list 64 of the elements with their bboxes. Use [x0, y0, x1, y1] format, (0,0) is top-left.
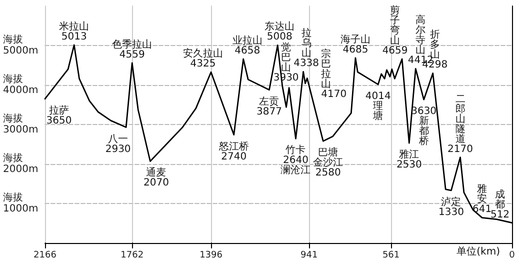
annotation: 宗巴拉山 [321, 48, 332, 90]
y-tick-label: 5000m [3, 46, 38, 56]
annotation: 剪子弯山 [390, 4, 400, 46]
annotation: 色季拉山 [112, 38, 152, 50]
y-tick-label: 3000m [3, 124, 38, 136]
annotation: 左贡 [259, 95, 280, 108]
x-tick-label: 1762 [120, 250, 144, 260]
annotation: 安久拉山 [183, 48, 224, 60]
annotation: 高尔寺山 [416, 14, 426, 56]
annotation: 怒江桥 [218, 140, 249, 152]
data-label: 641 [472, 204, 492, 216]
data-label: 4559 [119, 49, 145, 60]
y-axis-title: 海拔 [3, 192, 23, 204]
x-tick-label: 1396 [200, 250, 223, 260]
annotation: 理塘 [372, 100, 384, 122]
annotation: 通麦 [146, 166, 166, 179]
data-label: 2530 [396, 160, 422, 171]
data-label: 4685 [342, 44, 368, 56]
data-label: 512 [490, 209, 510, 220]
annotation: 觉巴山 [281, 41, 292, 74]
x-axis-title: 单位(km) [456, 246, 500, 258]
data-label: 2070 [143, 178, 169, 189]
y-tick-label: 2000m [3, 164, 38, 175]
annotation: 业拉山 [232, 34, 262, 47]
annotation: 泸定 [441, 196, 462, 208]
data-label: 2580 [315, 168, 341, 179]
data-label: 2930 [105, 144, 131, 155]
data-label: 4325 [190, 58, 216, 70]
data-label: 2170 [448, 144, 473, 155]
x-tick-label: 561 [382, 250, 400, 260]
data-label: 4338 [294, 58, 320, 70]
annotation: 竹卡 [286, 144, 306, 156]
y-tick-label: 4000m [3, 85, 38, 96]
annotation: 拉萨 [49, 104, 69, 116]
text: 海拔 [3, 34, 23, 46]
x-tick-label: 941 [300, 250, 318, 260]
annotation: 海子山 [340, 33, 370, 46]
text: 海拔 [3, 114, 23, 124]
data-label: 4170 [321, 88, 347, 100]
annotation: 拉乌山 [301, 27, 312, 60]
annotation: 新都桥 [418, 115, 429, 148]
text: 海拔 [3, 74, 23, 85]
annotation: 米拉山 [59, 20, 90, 32]
annotation: 澜沧江 [280, 164, 311, 176]
x-tick-label: 2166 [34, 250, 57, 260]
annotation: 金沙江 [313, 156, 344, 169]
text: 海拔 [3, 153, 23, 164]
annotation: 雅安 [477, 183, 488, 206]
annotation: 二郎山隧道 [455, 94, 466, 145]
y-tick-label: 1000m [3, 204, 38, 214]
data-label: 2740 [221, 151, 247, 162]
annotation: 雅江 [399, 148, 420, 161]
data-label: 3650 [46, 115, 72, 126]
annotation: 八一 [108, 134, 128, 145]
x-tick-label: 0 [509, 250, 516, 260]
data-label: 5008 [266, 32, 292, 43]
data-label: 3877 [256, 106, 282, 118]
data-label: 4014 [365, 90, 391, 102]
data-label: 4659 [382, 45, 408, 56]
annotation: 成都 [495, 188, 505, 210]
data-label: 5013 [61, 31, 87, 42]
data-label: 4658 [234, 46, 260, 57]
annotation: 东达山 [264, 20, 295, 33]
data-label: 1330 [438, 206, 464, 218]
